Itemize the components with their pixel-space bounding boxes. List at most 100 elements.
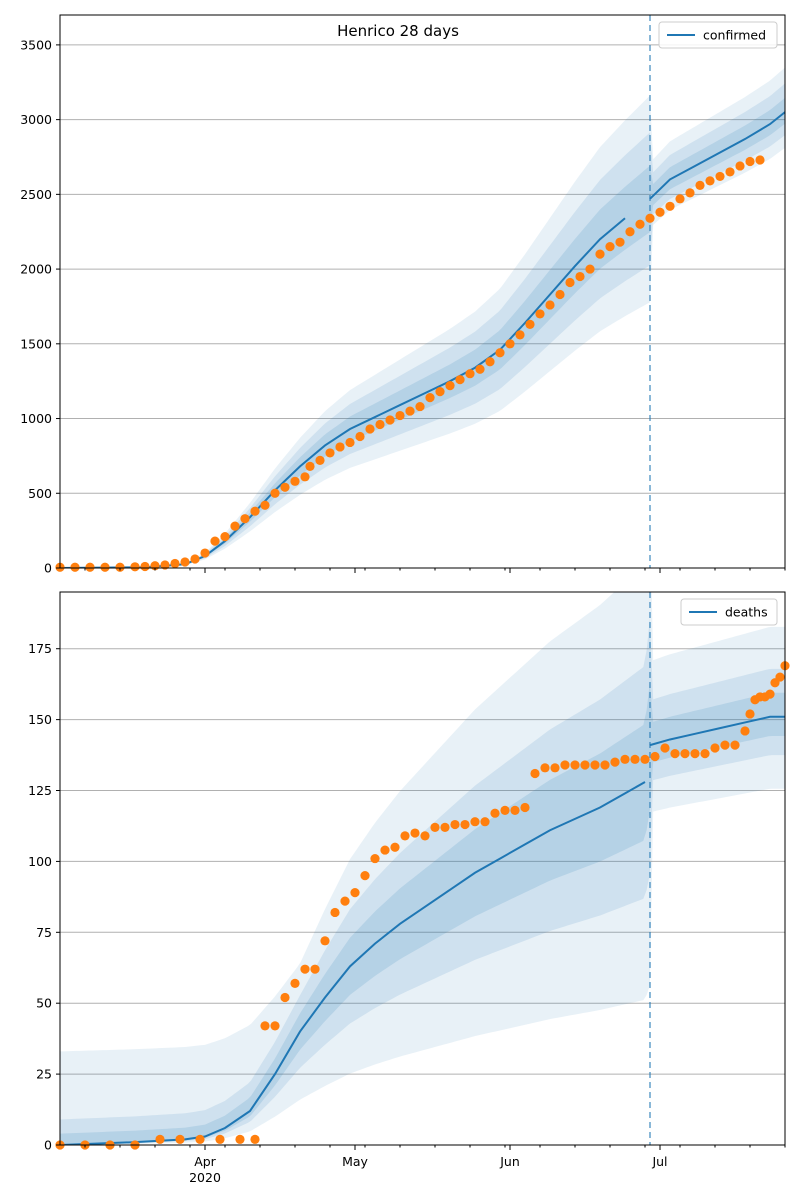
observed-point-14 [220,532,230,542]
observed-point-18 [260,500,270,510]
observed-point-31 [470,817,480,827]
observed-point-58 [655,207,665,217]
observed-point-64 [715,171,725,182]
observed-point-49 [650,751,660,762]
observed-point-9 [170,558,180,569]
observed-point-23 [390,842,400,852]
observed-point-11 [270,1021,280,1031]
observed-point-60 [675,194,685,204]
y-tick-label-4: 100 [28,854,52,869]
y-tick-label-5: 2500 [20,187,52,202]
uncertainty-band-1 [60,83,785,568]
observed-point-14 [300,964,310,974]
observed-point-63 [705,176,715,186]
observed-point-62 [695,180,705,190]
legend-label: confirmed [703,28,766,43]
observed-point-13 [210,536,220,546]
observed-point-36 [520,802,530,813]
observed-point-43 [505,339,515,349]
observed-point-22 [300,472,310,482]
observed-point-48 [640,754,650,764]
observed-point-10 [260,1021,270,1031]
uncertainty-band-2 [60,97,785,568]
observed-point-26 [335,442,345,452]
observed-point-17 [250,506,260,516]
observed-point-1 [70,562,80,572]
legend-label: deaths [725,605,768,620]
observed-point-30 [375,419,385,430]
observed-point-15 [230,521,240,531]
observed-point-19 [350,888,360,898]
observed-point-27 [345,437,355,448]
y-tick-label-2: 50 [36,996,52,1011]
observed-point-42 [580,760,590,770]
observed-point-33 [490,808,500,818]
observed-point-42 [495,348,505,358]
observed-point-39 [465,369,475,379]
legend-box [680,598,778,626]
uncertainty-band-0 [60,67,785,568]
observed-point-53 [690,749,700,759]
observed-point-47 [630,754,640,764]
observed-point-18 [340,896,350,906]
y-tick-label-7: 3500 [20,37,52,52]
observed-point-54 [615,237,625,247]
observed-point-45 [610,757,620,767]
observed-point-58 [740,726,750,736]
observed-point-41 [485,357,495,367]
observed-point-55 [625,227,635,237]
observed-point-22 [380,845,390,855]
observed-point-26 [420,831,430,841]
observed-point-34 [500,805,510,815]
observed-point-6 [195,1134,205,1144]
observed-point-38 [540,763,550,773]
observed-point-65 [725,167,735,177]
observed-point-25 [325,448,335,458]
observed-point-20 [360,870,370,881]
model-line-fit [60,217,626,568]
observed-point-17 [330,907,340,918]
observed-point-34 [415,401,425,412]
model-line-fit [60,781,646,1145]
plot-frame [59,14,786,569]
y-tick-label-0: 0 [44,561,52,576]
observed-point-25 [410,828,420,838]
chart-title: Henrico 28 days [337,22,459,40]
observed-point-46 [620,754,630,764]
y-tick-label-3: 75 [36,925,52,940]
observed-point-57 [730,740,740,750]
observed-point-37 [530,768,540,779]
observed-point-32 [480,817,490,827]
x-tick-label-0: Apr [194,1154,216,1169]
observed-point-12 [280,992,290,1003]
observed-point-16 [320,936,330,946]
observed-point-61 [685,188,695,198]
x-tick-sublabel-0: 2020 [189,1170,221,1185]
observed-point-48 [555,289,565,300]
observed-point-7 [215,1134,225,1144]
observed-point-57 [645,213,655,223]
observed-point-44 [515,330,525,340]
observed-point-3 [100,562,110,572]
observed-point-41 [570,760,580,770]
observed-point-29 [365,424,375,434]
observed-point-10 [180,557,190,567]
observed-point-35 [425,393,435,403]
observed-point-8 [235,1134,245,1144]
y-tick-label-6: 150 [28,712,52,727]
observed-point-5 [175,1134,185,1144]
observed-point-15 [310,964,320,974]
observed-point-43 [590,760,600,770]
y-tick-label-0: 0 [44,1138,52,1153]
observed-point-52 [595,249,605,259]
observed-point-28 [355,431,365,442]
x-tick-label-1: May [342,1154,368,1169]
y-tick-label-6: 3000 [20,112,52,127]
legend-box [658,21,778,49]
observed-point-66 [735,161,745,171]
observed-point-51 [670,749,680,759]
observed-point-30 [460,819,470,830]
observed-point-28 [440,822,450,832]
observed-point-46 [535,309,545,319]
